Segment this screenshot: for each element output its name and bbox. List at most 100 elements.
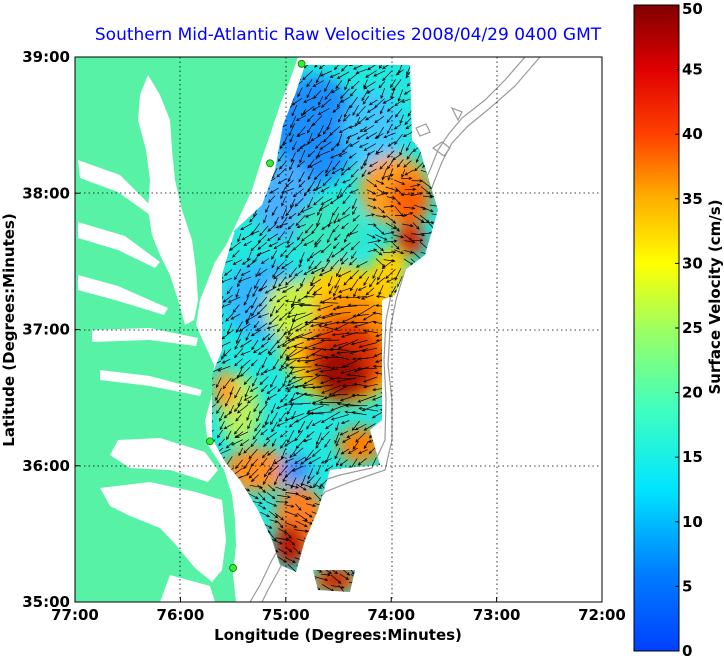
velocity-arrow bbox=[240, 359, 251, 369]
velocity-arrow bbox=[375, 277, 386, 285]
velocity-arrow bbox=[375, 180, 385, 185]
velocity-arrow bbox=[368, 197, 377, 201]
velocity-arrow bbox=[294, 383, 314, 389]
velocity-arrow bbox=[299, 141, 312, 149]
velocity-arrow bbox=[316, 304, 334, 311]
velocity-arrow bbox=[212, 404, 216, 413]
velocity-arrow bbox=[277, 151, 286, 163]
velocity-arrow bbox=[404, 187, 417, 192]
colorbar-ticks: 0 5 10 15 20 25 30 35 40 45 50 bbox=[675, 0, 703, 659]
velocity-arrow bbox=[309, 411, 333, 415]
velocity-arrow bbox=[360, 159, 366, 170]
velocity-arrow bbox=[251, 297, 258, 310]
velocity-arrow bbox=[364, 113, 376, 121]
velocity-arrow bbox=[315, 440, 322, 449]
velocity-arrow bbox=[273, 456, 285, 465]
velocity-arrow bbox=[307, 150, 316, 158]
velocity-arrow bbox=[325, 169, 331, 177]
velocity-arrow bbox=[250, 438, 258, 448]
velocity-arrow bbox=[245, 305, 251, 314]
velocity-arrow bbox=[248, 493, 259, 500]
velocity-arrow bbox=[273, 242, 285, 250]
velocity-arrow bbox=[305, 347, 324, 359]
velocity-arrow bbox=[256, 414, 261, 422]
velocity-arrow bbox=[278, 276, 287, 288]
velocity-arrow bbox=[295, 520, 308, 528]
velocity-arrow bbox=[259, 225, 269, 237]
velocity-arrow bbox=[338, 126, 351, 134]
velocity-arrow bbox=[357, 395, 377, 403]
velocity-arrow bbox=[362, 329, 378, 334]
velocity-arrow bbox=[275, 486, 287, 492]
velocity-arrow bbox=[269, 459, 276, 471]
station-markers bbox=[206, 59, 306, 572]
velocity-arrow bbox=[339, 573, 350, 580]
velocity-arrow bbox=[330, 152, 343, 159]
velocity-arrow bbox=[288, 394, 304, 403]
velocity-arrow bbox=[314, 373, 330, 377]
velocity-arrow bbox=[355, 68, 367, 74]
velocity-arrow bbox=[351, 411, 367, 416]
velocity-arrow bbox=[298, 180, 306, 188]
velocity-arrow bbox=[393, 179, 406, 185]
velocity-arrow bbox=[257, 285, 268, 292]
velocity-arrow bbox=[219, 420, 225, 431]
velocity-arrow bbox=[322, 122, 331, 135]
velocity-arrow bbox=[258, 296, 267, 307]
velocity-arrow bbox=[219, 411, 225, 422]
velocity-arrow bbox=[248, 448, 258, 460]
velocity-arrow bbox=[237, 233, 242, 243]
velocity-arrow bbox=[330, 87, 341, 94]
velocity-arrow bbox=[299, 150, 306, 164]
velocity-arrow bbox=[289, 134, 294, 143]
velocity-arrow bbox=[401, 176, 413, 181]
velocity-arrow bbox=[296, 160, 305, 168]
velocity-arrow bbox=[341, 143, 352, 153]
velocity-arrow bbox=[374, 225, 385, 236]
velocity-arrow bbox=[313, 476, 321, 489]
velocity-arrow bbox=[336, 71, 350, 79]
velocity-arrow bbox=[392, 234, 405, 239]
velocity-arrow bbox=[302, 105, 315, 115]
velocity-arrow bbox=[294, 197, 304, 207]
velocity-arrow bbox=[311, 384, 333, 389]
velocity-arrow bbox=[333, 65, 343, 71]
colorbar-tick-label: 15 bbox=[682, 448, 703, 466]
colorbar-tick-label: 0 bbox=[682, 642, 692, 659]
velocity-arrow bbox=[290, 295, 297, 309]
velocity-arrow bbox=[365, 70, 377, 78]
velocity-arrow bbox=[312, 105, 321, 111]
velocity-arrow bbox=[295, 214, 306, 227]
velocity-arrow bbox=[297, 206, 306, 217]
velocity-arrow bbox=[251, 304, 259, 317]
velocity-arrow bbox=[313, 260, 322, 270]
velocity-arrow bbox=[342, 113, 351, 122]
velocity-arrow bbox=[368, 99, 378, 106]
velocity-arrow bbox=[321, 313, 341, 320]
velocity-arrow bbox=[355, 261, 368, 268]
velocity-arrow bbox=[347, 160, 358, 171]
velocity-arrow bbox=[265, 205, 270, 214]
velocity-arrow bbox=[288, 368, 306, 375]
velocity-arrow bbox=[279, 349, 287, 359]
velocity-arrow bbox=[251, 339, 259, 351]
velocity-arrow bbox=[239, 439, 250, 447]
velocity-arrow bbox=[385, 186, 399, 192]
velocity-arrow bbox=[340, 448, 350, 455]
velocity-arrow bbox=[275, 404, 287, 410]
velocity-arrow bbox=[266, 324, 279, 330]
velocity-arrow bbox=[403, 206, 416, 210]
velocity-arrow bbox=[349, 348, 369, 355]
velocity-arrow bbox=[346, 134, 351, 145]
velocity-arrow bbox=[350, 320, 368, 324]
velocity-arrow bbox=[340, 242, 351, 251]
velocity-arrow bbox=[330, 141, 341, 152]
velocity-arrow bbox=[330, 366, 350, 370]
velocity-arrow bbox=[362, 376, 378, 383]
velocity-arrow bbox=[260, 511, 271, 518]
velocity-arrow bbox=[404, 212, 414, 216]
velocity-arrow bbox=[355, 116, 361, 127]
velocity-arrow bbox=[420, 186, 432, 195]
velocity-arrow bbox=[274, 513, 285, 521]
velocity-arrow bbox=[355, 432, 366, 443]
